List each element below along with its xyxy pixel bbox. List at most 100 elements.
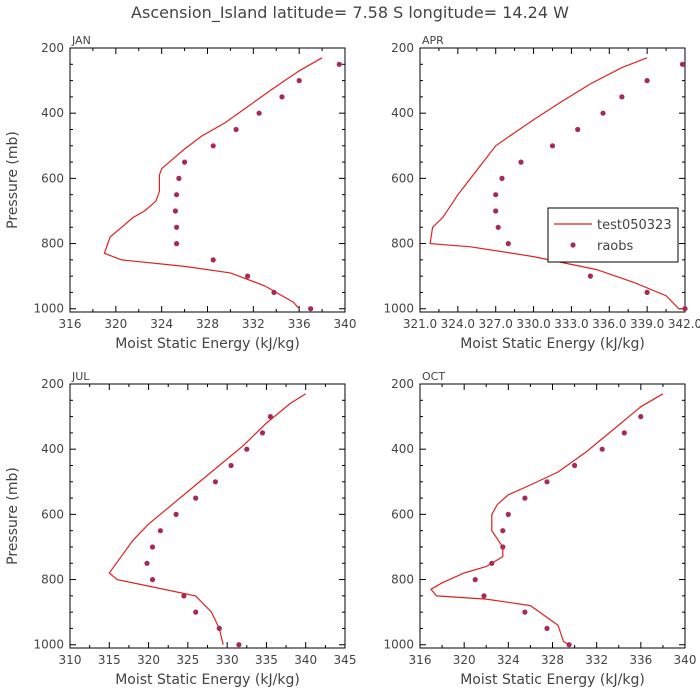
x-tick-label: 316 (409, 653, 432, 667)
x-tick-label: 324 (497, 653, 520, 667)
raobs-point (279, 94, 285, 100)
x-tick-label: 345 (334, 653, 357, 667)
y-tick-label: 200 (391, 41, 414, 55)
x-tick-label: 333.0 (554, 317, 588, 331)
x-tick-label: 342.0 (668, 317, 700, 331)
raobs-point (495, 224, 501, 230)
raobs-point (228, 462, 234, 469)
panel-title: JUL (71, 370, 90, 383)
raobs-point (587, 273, 594, 279)
legend-obs-label: raobs (597, 239, 634, 254)
raobs-point (644, 78, 650, 84)
raobs-point (256, 110, 262, 116)
raobs-point (193, 495, 199, 501)
raobs-point (522, 609, 528, 615)
x-tick-label: 335 (255, 653, 278, 667)
x-axis-label: Moist Static Energy (kJ/kg) (460, 672, 645, 688)
model-line (103, 57, 323, 310)
raobs-point (236, 642, 242, 648)
x-tick-label: 330.0 (516, 317, 550, 331)
raobs-point (149, 544, 156, 550)
raobs-point (544, 625, 550, 632)
raobs-point (638, 414, 644, 420)
y-tick-label: 1000 (33, 638, 64, 652)
raobs-point (682, 306, 688, 312)
y-tick-label: 800 (41, 237, 64, 251)
raobs-point (296, 78, 302, 84)
raobs-point (212, 479, 218, 485)
raobs-point (499, 175, 505, 181)
raobs-point (619, 94, 625, 100)
x-tick-label: 336.0 (592, 317, 626, 331)
raobs-point (244, 446, 250, 452)
y-tick-label: 800 (41, 573, 64, 587)
legend-box (547, 207, 679, 263)
raobs-point (216, 625, 222, 632)
plot-frame (419, 47, 686, 313)
y-tick-label: 1000 (383, 638, 414, 652)
raobs-point (271, 289, 277, 295)
raobs-point (472, 577, 478, 583)
raobs-point (599, 446, 605, 452)
raobs-point (544, 479, 550, 485)
x-tick-label: 336 (288, 317, 311, 331)
x-tick-label: 325 (176, 653, 199, 667)
x-tick-label: 332 (242, 317, 265, 331)
x-tick-label: 340 (674, 653, 697, 667)
raobs-point (233, 126, 239, 133)
raobs-point (149, 577, 156, 583)
x-tick-label: 336 (629, 653, 652, 667)
y-axis-label: Pressure (mb) (5, 131, 21, 229)
x-tick-label: 332 (585, 653, 608, 667)
panel-title: APR (422, 34, 444, 47)
y-tick-label: 600 (391, 171, 414, 185)
raobs-point (174, 241, 180, 247)
y-tick-label: 600 (391, 507, 414, 521)
y-tick-label: 400 (391, 106, 414, 120)
y-tick-label: 800 (391, 573, 414, 587)
raobs-point (644, 289, 650, 295)
x-tick-label: 320 (453, 653, 476, 667)
raobs-point (505, 241, 511, 247)
x-tick-label: 320 (137, 653, 160, 667)
x-tick-label: 339.0 (630, 317, 664, 331)
x-tick-label: 310 (59, 653, 82, 667)
raobs-point (144, 560, 150, 566)
raobs-point (174, 192, 180, 198)
x-tick-label: 327.0 (479, 317, 513, 331)
x-tick-label: 315 (98, 653, 121, 667)
x-tick-label: 324.0 (441, 317, 475, 331)
legend-model-label: test050323 (597, 218, 672, 233)
x-tick-label: 324 (150, 317, 173, 331)
raobs-point (308, 306, 314, 312)
x-tick-label: 340 (334, 317, 357, 331)
x-axis-label: Moist Static Energy (kJ/kg) (115, 672, 300, 688)
x-tick-label: 330 (216, 653, 239, 667)
raobs-point (193, 609, 199, 615)
raobs-point (500, 544, 506, 550)
model-line (430, 393, 664, 646)
raobs-point (500, 528, 506, 534)
legend: test050323 raobs (547, 207, 679, 263)
y-axis-label: Pressure (mb) (5, 467, 21, 565)
plot-frame (69, 47, 346, 313)
x-axis-label: Moist Static Energy (kJ/kg) (115, 336, 300, 352)
raobs-point (157, 528, 163, 534)
raobs-point (176, 175, 182, 181)
raobs-point (259, 430, 266, 436)
y-tick-label: 600 (41, 171, 64, 185)
raobs-point (210, 143, 216, 149)
model-line (108, 393, 307, 645)
raobs-point (210, 257, 216, 263)
raobs-point (572, 462, 578, 469)
y-tick-label: 200 (391, 377, 414, 391)
y-tick-label: 200 (41, 377, 64, 391)
y-tick-label: 400 (41, 442, 64, 456)
raobs-point (549, 143, 556, 149)
figure-title: Ascension_Island latitude= 7.58 S longit… (131, 3, 569, 23)
